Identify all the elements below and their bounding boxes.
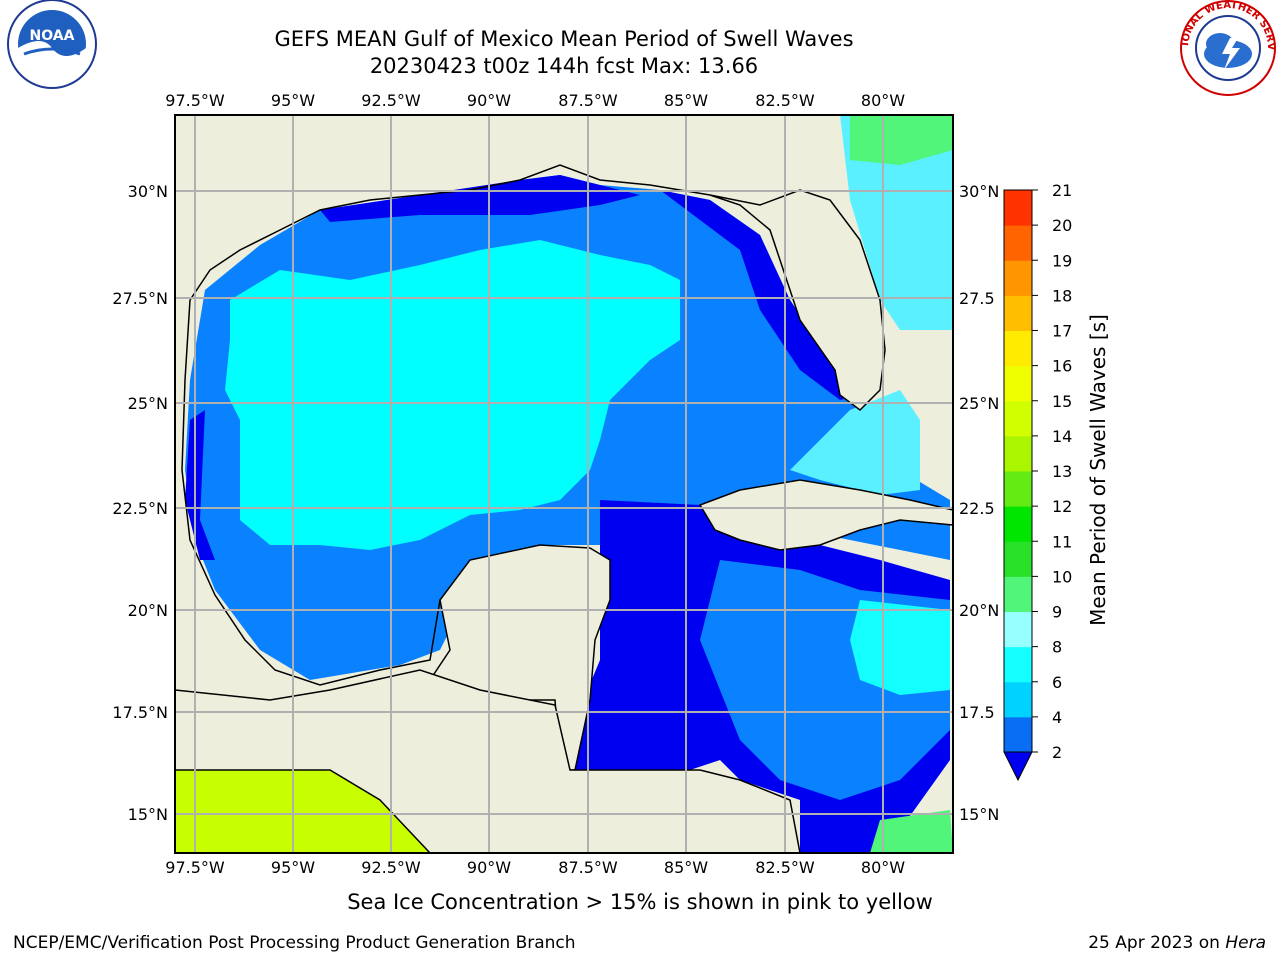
colorbar-swatch — [1004, 190, 1032, 226]
colorbar-tick-label: 15 — [1052, 392, 1072, 411]
lon-labels-top: 97.5°W 95°W 92.5°W 90°W 87.5°W 85°W 82.5… — [165, 91, 905, 110]
svg-text:87.5°W: 87.5°W — [558, 91, 618, 110]
florida-land — [709, 189, 886, 411]
colorbar-tick-label: 21 — [1052, 181, 1072, 200]
svg-text:30°N: 30°N — [128, 182, 168, 201]
svg-text:90°W: 90°W — [467, 91, 511, 110]
graticule — [175, 115, 953, 853]
colorbar-tick-label: 4 — [1052, 708, 1062, 727]
svg-text:25°N: 25°N — [128, 394, 168, 413]
colorbar-swatch — [1004, 611, 1032, 648]
colorbar-tick-label: 2 — [1052, 743, 1062, 762]
colorbar-tick-label: 16 — [1052, 357, 1072, 376]
colorbar-swatch — [1004, 260, 1032, 296]
svg-text:87.5°W: 87.5°W — [558, 858, 618, 877]
colorbar-tick-label: 11 — [1052, 532, 1072, 551]
colorbar-tick-label: 18 — [1052, 286, 1072, 305]
colorbar-tick-label: 9 — [1052, 603, 1062, 622]
chart-title: GEFS MEAN Gulf of Mexico Mean Period of … — [274, 27, 854, 51]
colorbar-swatch — [1004, 541, 1032, 577]
svg-text:92.5°W: 92.5°W — [361, 91, 421, 110]
svg-text:90°W: 90°W — [467, 858, 511, 877]
colorbar-tick-label: 8 — [1052, 638, 1062, 657]
svg-text:95°W: 95°W — [271, 91, 315, 110]
svg-text:30°N: 30°N — [959, 182, 999, 201]
noaa-logo: NOAA — [7, 0, 97, 89]
colorbar-swatch — [1004, 225, 1032, 261]
caribbean-water-cyan — [850, 600, 950, 695]
pacific-water — [175, 770, 430, 853]
cuba-land — [698, 479, 953, 551]
lat-labels-left: 30°N 27.5°N 25°N 22.5°N 20°N 17.5°N 15°N — [112, 182, 168, 824]
svg-text:97.5°W: 97.5°W — [165, 858, 225, 877]
svg-text:80°W: 80°W — [861, 858, 905, 877]
svg-text:17.5: 17.5 — [959, 703, 995, 722]
svg-text:95°W: 95°W — [271, 858, 315, 877]
straits-water — [790, 390, 920, 495]
svg-text:25°N: 25°N — [959, 394, 999, 413]
svg-text:97.5°W: 97.5°W — [165, 91, 225, 110]
colorbar-swatch — [1004, 646, 1032, 683]
svg-text:27.5: 27.5 — [959, 289, 995, 308]
map-panel — [175, 115, 953, 853]
colorbar-tick-label: 14 — [1052, 427, 1072, 446]
svg-text:80°W: 80°W — [861, 91, 905, 110]
colorbar-swatch — [1004, 400, 1032, 437]
colorbar-tick-label: 17 — [1052, 322, 1072, 341]
colorbar-tick-label: 10 — [1052, 567, 1072, 586]
atlantic-water-green — [850, 115, 953, 165]
lon-labels-bottom: 97.5°W 95°W 92.5°W 90°W 87.5°W 85°W 82.5… — [165, 858, 905, 877]
svg-text:20°N: 20°N — [959, 601, 999, 620]
se-water-green — [870, 810, 953, 853]
us-coast-line — [189, 164, 711, 301]
svg-text:82.5°W: 82.5°W — [755, 91, 815, 110]
svg-text:15°N: 15°N — [128, 805, 168, 824]
svg-text:85°W: 85°W — [664, 91, 708, 110]
colorbar-swatch — [1004, 506, 1032, 542]
gulf-water-deep-west — [185, 410, 215, 560]
colorbar-tick-label: 13 — [1052, 462, 1072, 481]
svg-text:27.5°N: 27.5°N — [112, 289, 168, 308]
colorbar-tick-label: 19 — [1052, 251, 1072, 270]
colorbar-swatch — [1004, 471, 1032, 507]
colorbar-tick-label: 20 — [1052, 216, 1072, 235]
gulf-water-deep-north — [320, 175, 640, 222]
lat-labels-right: 30°N 27.5 25°N 22.5 20°N 17.5 15°N — [959, 182, 999, 824]
host-name: Hera — [1225, 933, 1266, 953]
colorbar: 2 4 6 8 9 10 11 12 13 14 15 16 17 18 19 20 21 — [1003, 181, 1072, 782]
mexico-coast-line — [181, 299, 441, 686]
svg-text:92.5°W: 92.5°W — [361, 858, 421, 877]
colorbar-swatch — [1004, 330, 1032, 367]
colorbar-swatch — [1004, 365, 1032, 402]
map-frame — [174, 114, 954, 854]
svg-text:22.5: 22.5 — [959, 499, 995, 518]
colorbar-swatch — [1004, 681, 1032, 718]
svg-text:22.5°N: 22.5°N — [112, 499, 168, 518]
chart-subtitle: 20230423 t00z 144h fcst Max: 13.66 — [369, 54, 759, 78]
colorbar-swatch — [1004, 716, 1032, 753]
gulf-water-deep-east — [660, 190, 860, 400]
colorbar-swatch — [1004, 295, 1032, 331]
nws-logo: NATIONAL WEATHER SERVICE — [1180, 0, 1276, 96]
credit-line: NCEP/EMC/Verification Post Processing Pr… — [13, 933, 576, 953]
svg-text:85°W: 85°W — [664, 858, 708, 877]
colorbar-tick-label: 12 — [1052, 497, 1072, 516]
svg-text:82.5°W: 82.5°W — [755, 858, 815, 877]
footnote: Sea Ice Concentration > 15% is shown in … — [347, 890, 933, 914]
noaa-logo-text: NOAA — [30, 28, 75, 44]
gulf-water-cyan — [225, 240, 680, 550]
colorbar-swatch — [1004, 435, 1032, 472]
svg-text:15°N: 15°N — [959, 805, 999, 824]
colorbar-label: Mean Period of Swell Waves [s] — [1086, 314, 1110, 626]
colorbar-swatch — [1004, 576, 1032, 612]
central-america-land — [175, 669, 801, 853]
atlantic-water — [840, 115, 953, 330]
svg-text:20°N: 20°N — [128, 601, 168, 620]
colorbar-tick-label: 6 — [1052, 673, 1062, 692]
colorbar-extend-triangle — [1003, 751, 1033, 782]
date-stamp: 25 Apr 2023 on Hera — [1088, 933, 1266, 953]
svg-text:17.5°N: 17.5°N — [112, 703, 168, 722]
